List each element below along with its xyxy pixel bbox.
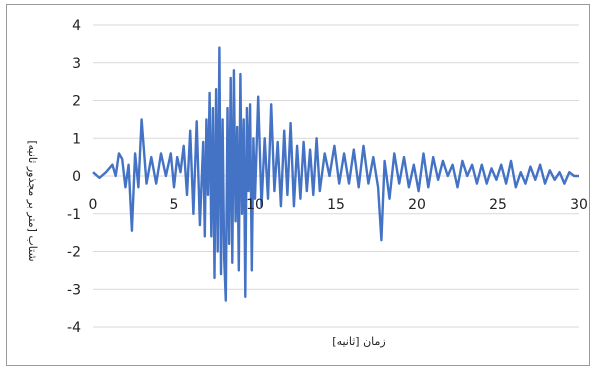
- y-tick-label: 4: [72, 18, 81, 34]
- x-tick-label: 20: [408, 197, 426, 213]
- x-axis-title: زمان [ثانیه]: [332, 335, 385, 348]
- series-line: [92, 46, 579, 302]
- y-tick-label: 0: [72, 169, 81, 185]
- y-tick-label: 2: [72, 94, 81, 110]
- y-tick-label: 3: [72, 56, 81, 72]
- x-tick-label: 5: [170, 197, 179, 213]
- x-tick-label: 10: [246, 197, 264, 213]
- y-tick-label: -3: [67, 282, 81, 298]
- chart-frame: 0 5 10 15 20 25 30 -4 -3 -2 -1 0 1 2 3 4 زمان [ثانیه] …: [6, 4, 590, 366]
- y-axis-title: شتاب [متر بر مجذور ثانیه]: [26, 140, 39, 261]
- x-tick-label: 30: [570, 197, 588, 213]
- x-tick-label: 25: [489, 197, 507, 213]
- y-tick-label: -2: [67, 245, 81, 261]
- y-tick-label: 1: [72, 131, 81, 147]
- x-tick-label: 15: [327, 197, 345, 213]
- y-tick-labels: -4 -3 -2 -1 0 1 2 3 4: [67, 18, 81, 336]
- series-line-group: [92, 46, 579, 302]
- x-tick-labels: 0 5 10 15 20 25 30: [89, 197, 588, 213]
- y-tick-label: -4: [67, 320, 81, 336]
- x-tick-label: 0: [89, 197, 98, 213]
- y-tick-label: -1: [67, 207, 81, 223]
